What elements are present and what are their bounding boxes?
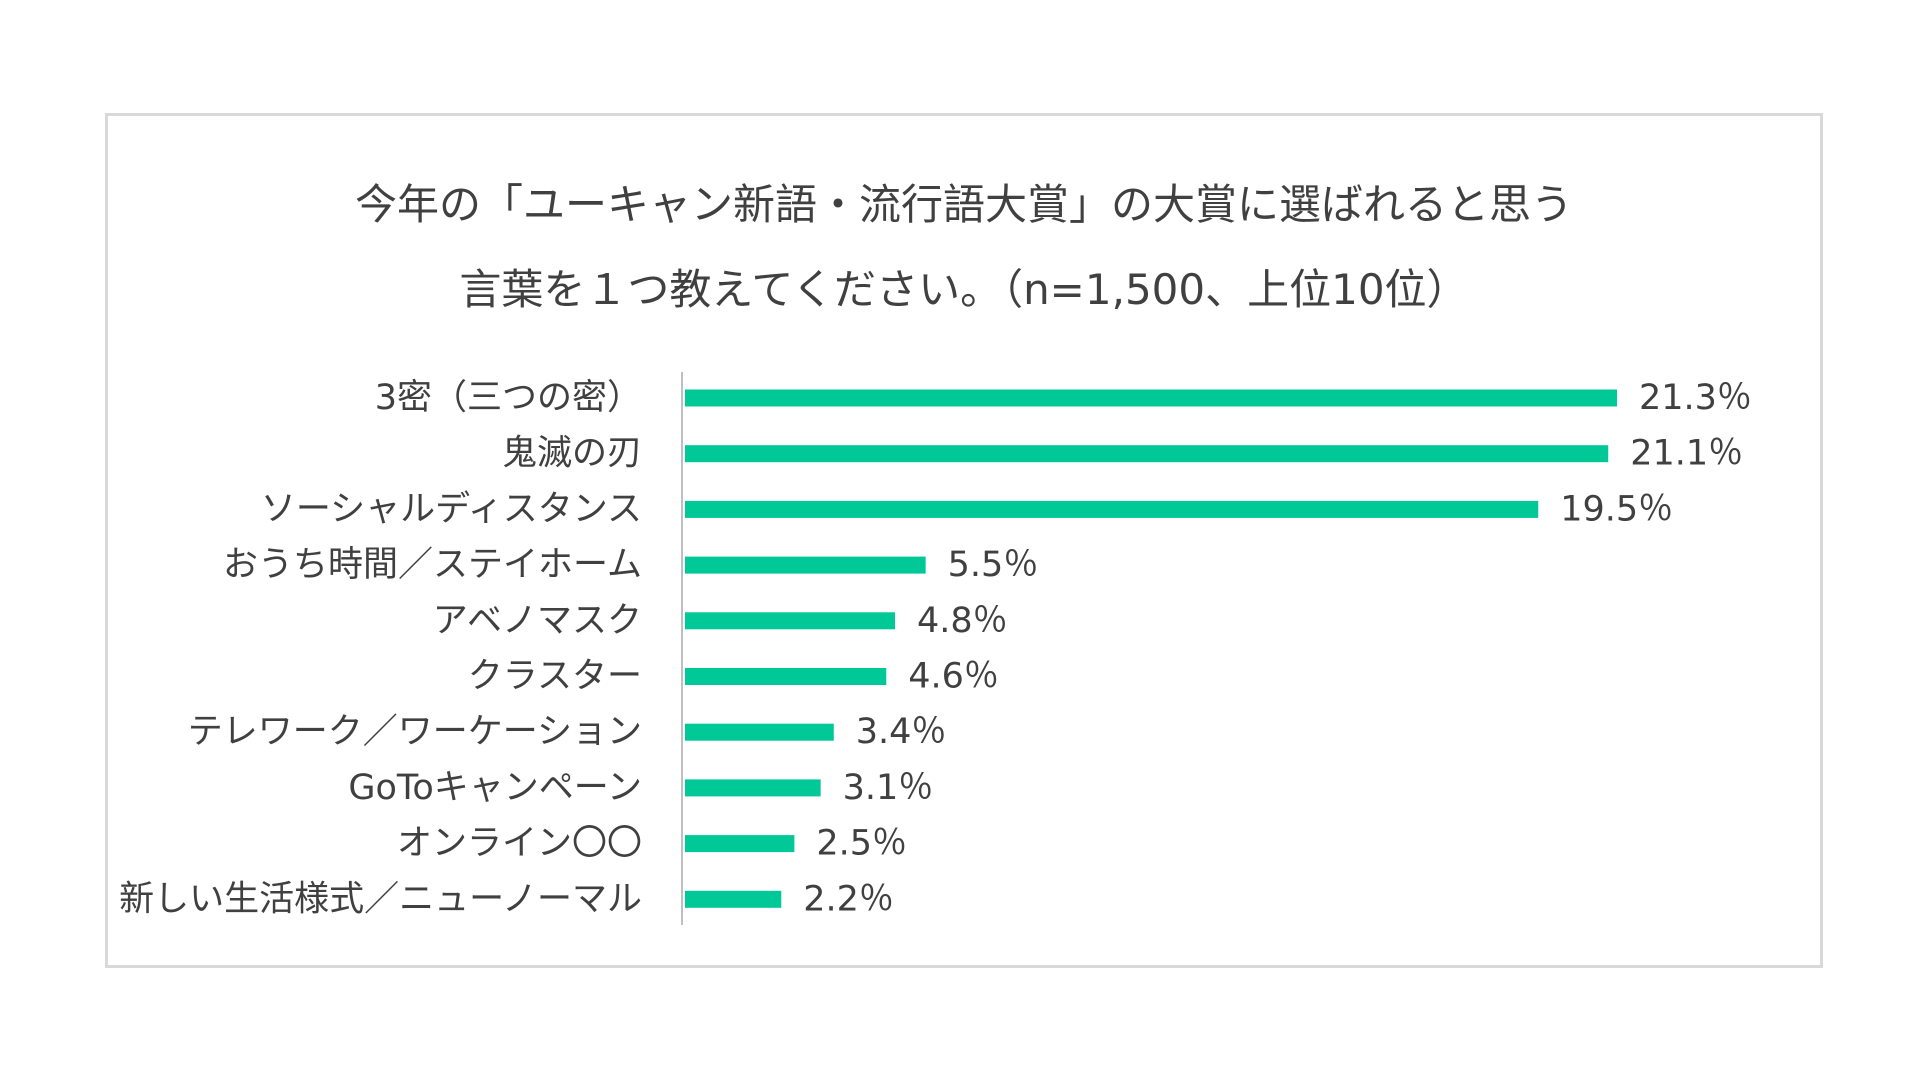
bar [685,612,896,630]
bar [685,668,887,685]
chart-title-line-2: 言葉を１つ教えてください。（n=1,500、上位10位） [459,265,1469,314]
bar [685,445,1609,463]
bar [685,890,782,908]
category-label: 鬼滅の刃 [502,434,642,474]
bar [685,389,1617,407]
category-label: 3密（三つの密） [375,378,642,418]
bar [685,500,1539,518]
category-label: クラスター [468,657,642,697]
data-label: 19.5％ [1560,489,1673,529]
data-label: 2.5％ [816,824,907,864]
data-label: 21.3％ [1639,378,1752,418]
category-label: おうち時間／ステイホーム [223,545,642,585]
data-label: 3.1％ [843,768,934,808]
chart-frame: 今年の「ユーキャン新語・流行語大賞」の大賞に選ばれると思う 言葉を１つ教えてくだ… [105,113,1823,968]
data-label: 5.5％ [948,545,1039,585]
bar [685,779,821,797]
data-label: 21.1％ [1630,434,1743,474]
bar [685,556,926,574]
category-label: アベノマスク [433,601,642,641]
category-label: テレワーク／ワーケーション [188,712,642,752]
data-label: 3.4％ [856,712,947,752]
data-label: 4.6％ [908,657,999,697]
category-label: オンライン〇〇 [397,824,642,864]
data-label: 4.8％ [917,601,1008,641]
chart-title-line-1: 今年の「ユーキャン新語・流行語大賞」の大賞に選ばれると思う [354,180,1573,229]
category-label: GoToキャンペーン [348,768,642,808]
category-label: 新しい生活様式／ニューノーマル [119,879,642,919]
data-label: 2.2％ [803,879,894,919]
bar [685,835,795,853]
bar [685,723,834,741]
category-label: ソーシャルディスタンス [261,489,642,529]
